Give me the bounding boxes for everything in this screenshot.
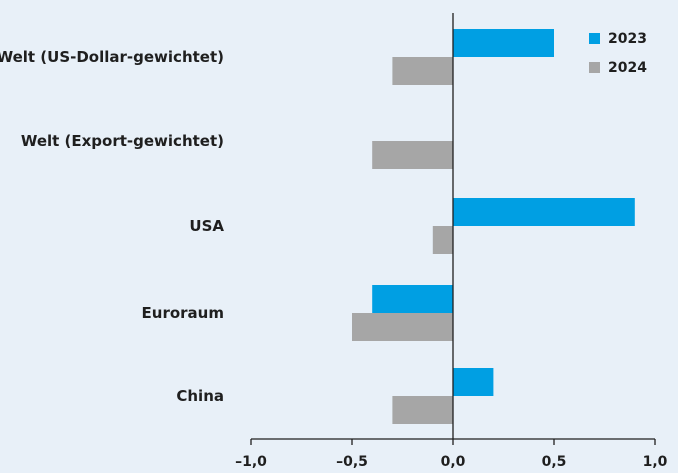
legend-label-2024: 2024 — [608, 60, 647, 76]
category-label: USA — [189, 217, 224, 235]
x-tick-label: 0,0 — [441, 454, 466, 470]
x-tick-label: –1,0 — [235, 454, 267, 470]
x-tick-label: –0,5 — [336, 454, 368, 470]
bar-2024-0 — [392, 57, 453, 85]
category-label: China — [176, 387, 224, 405]
bars-layer — [352, 29, 635, 424]
bar-2024-4 — [392, 396, 453, 424]
legend: 2023 2024 — [589, 31, 647, 76]
bar-2024-3 — [352, 313, 453, 341]
category-label: Welt (US-Dollar-gewichtet) — [0, 48, 224, 66]
bar-2023-4 — [453, 368, 494, 396]
x-tick-label: 1,0 — [643, 454, 668, 470]
x-axis: –1,0 –0,5 0,0 0,5 1,0 — [235, 13, 668, 470]
category-label: Euroraum — [142, 304, 224, 322]
bar-2023-2 — [453, 198, 635, 226]
legend-label-2023: 2023 — [608, 31, 647, 47]
bar-2023-0 — [453, 29, 554, 57]
bar-2023-3 — [372, 285, 453, 313]
bar-2024-2 — [432, 226, 453, 254]
category-label: Welt (Export-gewichtet) — [21, 132, 224, 150]
bar-2024-1 — [372, 141, 453, 169]
x-tick-label: 0,5 — [542, 454, 567, 470]
legend-swatch-2023 — [589, 33, 600, 44]
category-labels: Welt (US-Dollar-gewichtet) Welt (Export-g… — [0, 48, 224, 405]
legend-swatch-2024 — [589, 62, 600, 73]
